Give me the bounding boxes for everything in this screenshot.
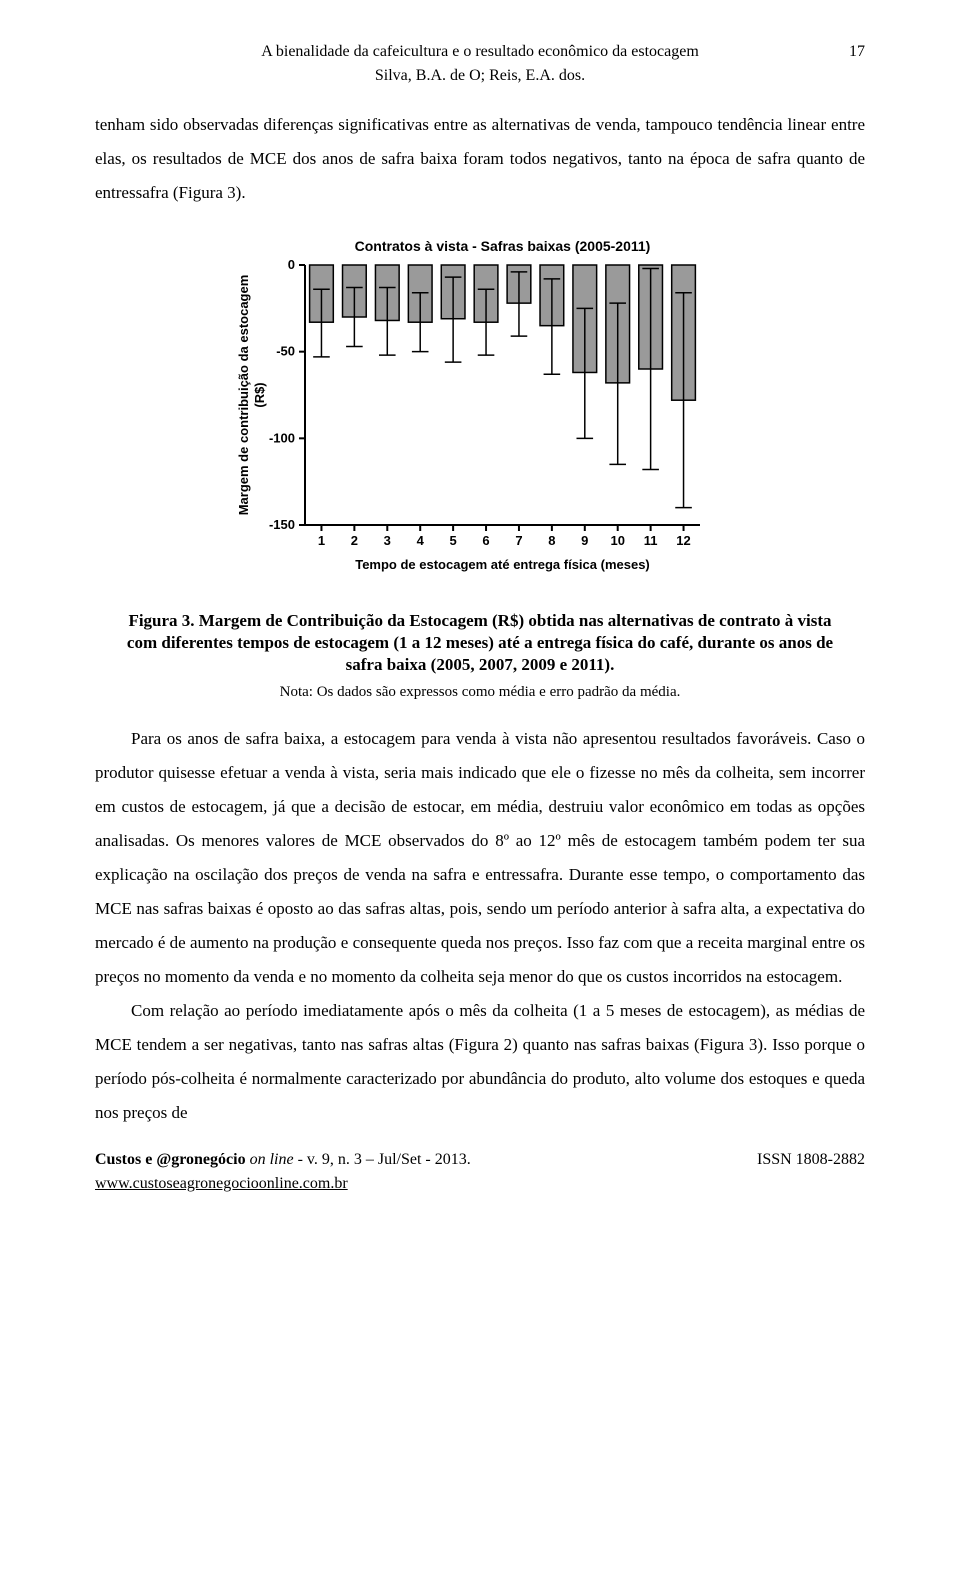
footer-left: Custos e @gronegócio on line - v. 9, n. …: [95, 1148, 471, 1196]
svg-text:12: 12: [676, 533, 690, 548]
header-authors: Silva, B.A. de O; Reis, E.A. dos.: [95, 64, 865, 88]
chart-container: Contratos à vista - Safras baixas (2005-…: [95, 235, 865, 595]
svg-text:Margem de contribuição da esto: Margem de contribuição da estocagem: [236, 275, 251, 516]
svg-text:-150: -150: [269, 517, 295, 532]
footer-issn: ISSN 1808-2882: [757, 1148, 865, 1196]
running-header: A bienalidade da cafeicultura e o result…: [95, 40, 865, 88]
svg-text:11: 11: [644, 533, 658, 548]
svg-text:-50: -50: [276, 344, 295, 359]
svg-text:6: 6: [482, 533, 489, 548]
header-title: A bienalidade da cafeicultura e o result…: [95, 40, 865, 64]
svg-text:(R$): (R$): [252, 382, 267, 407]
svg-text:4: 4: [417, 533, 425, 548]
svg-text:Contratos à vista - Safras bai: Contratos à vista - Safras baixas (2005-…: [355, 238, 651, 254]
bar-chart: Contratos à vista - Safras baixas (2005-…: [230, 235, 730, 595]
page-number: 17: [849, 40, 865, 64]
footer-online: on line: [246, 1151, 294, 1168]
svg-text:8: 8: [548, 533, 555, 548]
svg-text:3: 3: [384, 533, 391, 548]
svg-text:5: 5: [450, 533, 457, 548]
figure-caption-text: Figura 3. Margem de Contribuição da Esto…: [127, 611, 833, 674]
svg-text:10: 10: [610, 533, 624, 548]
svg-text:Tempo de estocagem até entrega: Tempo de estocagem até entrega física (m…: [355, 557, 650, 572]
body-paragraph-1: Para os anos de safra baixa, a estocagem…: [95, 722, 865, 994]
footer-link[interactable]: www.custoseagronegocioonline.com.br: [95, 1175, 348, 1192]
svg-text:0: 0: [288, 257, 295, 272]
svg-text:9: 9: [581, 533, 588, 548]
footer-volume: - v. 9, n. 3 – Jul/Set - 2013.: [294, 1151, 471, 1168]
intro-paragraph: tenham sido observadas diferenças signif…: [95, 108, 865, 210]
svg-text:7: 7: [515, 533, 522, 548]
svg-text:-100: -100: [269, 430, 295, 445]
footer-journal: Custos e @gronegócio: [95, 1151, 246, 1168]
figure-caption: Figura 3. Margem de Contribuição da Esto…: [125, 610, 835, 676]
svg-text:1: 1: [318, 533, 325, 548]
footer: Custos e @gronegócio on line - v. 9, n. …: [95, 1148, 865, 1196]
figure-note: Nota: Os dados são expressos como média …: [95, 681, 865, 704]
body-paragraph-2: Com relação ao período imediatamente apó…: [95, 994, 865, 1130]
svg-text:2: 2: [351, 533, 358, 548]
